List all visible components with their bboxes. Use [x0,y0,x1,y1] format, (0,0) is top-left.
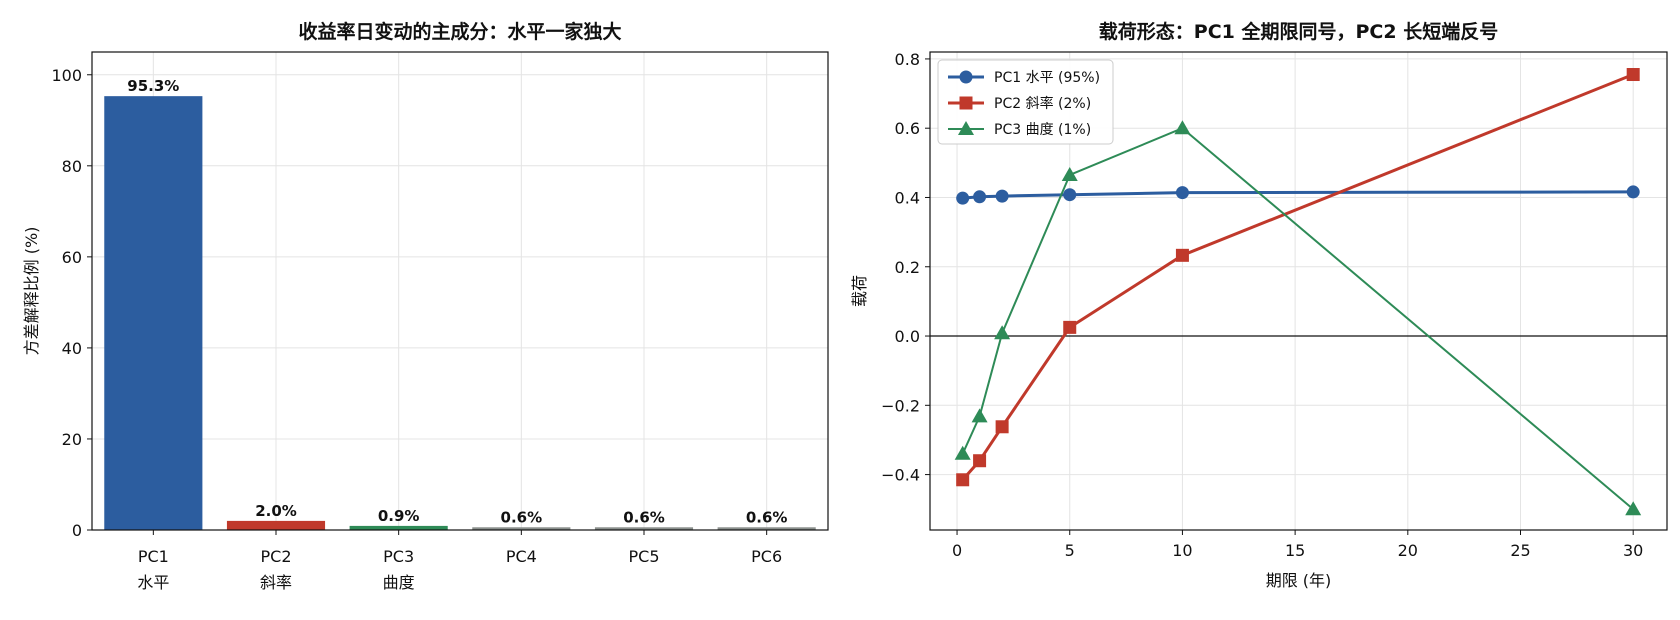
series-marker-pc3 [954,445,971,460]
bar-xtick-line: PC4 [506,547,537,566]
bar-plot-frame [91,51,829,531]
series-marker-pc3 [1061,166,1078,181]
bar-xtick-line: PC6 [751,547,782,566]
bar-xtick-line: PC2 [261,547,292,566]
series-marker-pc2 [1626,68,1640,82]
bar-5 [594,527,694,530]
series-marker-pc2 [973,454,987,468]
bar-xtick-label: PC2 斜率 [260,547,292,592]
line-xtick-label: 25 [1510,541,1530,560]
series-marker-pc1 [995,189,1009,203]
series-line-pc3 [961,127,1634,510]
bar-xtick-line: PC3 [383,547,414,566]
bar-xtick-line: 水平 [137,573,169,592]
line-plot-frame [929,51,1668,531]
line-ytick-label: 0.0 [895,327,920,346]
line-ytick-label: −0.2 [881,396,920,415]
line-ytick-label: 0.8 [895,50,920,69]
series-marker-pc2 [995,420,1009,434]
line-xtick-label: 20 [1398,541,1418,560]
bar-6 [717,527,816,530]
series-marker-pc1 [1063,188,1077,202]
bar-xtick-label: PC4 [506,547,537,566]
bar-xtick-label: PC6 [751,547,782,566]
series-marker-pc3 [994,325,1011,340]
line-xtick-label: 5 [1065,541,1075,560]
legend-swatch-marker [959,70,973,84]
line-xtick-label: 30 [1623,541,1643,560]
series-marker-pc3 [1174,120,1191,135]
bar-xtick-line: 斜率 [260,573,292,592]
line-xtick-label: 15 [1285,541,1305,560]
bar-ytick-label: 20 [62,430,82,449]
bar-ytick-label: 40 [62,339,82,358]
bar-xtick-label: PC3 曲度 [383,547,415,592]
bar-ytick-label: 80 [62,157,82,176]
bar-1 [104,96,203,531]
bar-xtick-label: PC1 水平 [137,547,169,592]
bar-xtick-line: PC1 [138,547,169,566]
line-ytick-label: 0.2 [895,258,920,277]
series-marker-pc3 [971,408,988,423]
series-marker-pc1 [1175,186,1189,200]
bar-xtick-label: PC5 [629,547,660,566]
line-chart-title: 载荷形态：PC1 全期限同号，PC2 长短端反号 [1099,20,1498,43]
series-marker-pc2 [956,473,970,487]
bar-ytick-label: 0 [72,521,82,540]
series-marker-pc1 [1626,185,1640,199]
line-y-axis-label: 载荷 [850,275,869,307]
bar-data-label: 2.0% [255,502,297,520]
series-marker-pc2 [1175,248,1189,262]
bar-xtick-line: PC5 [629,547,660,566]
series-marker-pc3 [1625,501,1642,516]
legend-swatch-marker [959,96,973,110]
legend-swatch-marker [958,121,974,135]
bar-data-label: 0.6% [746,508,788,526]
bar-4 [472,527,571,530]
legend-box [937,59,1114,145]
bar-ytick-label: 60 [62,248,82,267]
line-ytick-label: 0.6 [895,119,920,138]
line-xtick-label: 0 [952,541,962,560]
bar-y-axis-label: 方差解释比例 (%) [22,227,41,356]
bar-chart-title: 收益率日变动的主成分：水平一家独大 [298,20,621,43]
series-marker-pc2 [1063,320,1077,334]
bar-data-label: 0.9% [378,507,420,525]
bar-xtick-line: 曲度 [383,573,415,592]
legend-label: PC1 水平 (95%) [994,70,1100,86]
bar-3 [349,525,448,530]
bar-ytick-label: 100 [51,66,82,85]
line-ytick-label: 0.4 [895,188,920,207]
bar-data-label: 0.6% [501,508,543,526]
bar-data-label: 95.3% [127,77,179,95]
legend-label: PC2 斜率 (2%) [994,95,1091,112]
series-marker-pc1 [973,190,987,204]
bar-2 [226,520,326,530]
legend-label: PC3 曲度 (1%) [994,122,1091,138]
line-x-axis-label: 期限 (年) [1266,571,1332,590]
line-ytick-label: −0.4 [881,466,920,485]
line-xtick-label: 10 [1172,541,1192,560]
series-marker-pc1 [956,191,970,205]
bar-data-label: 0.6% [623,508,665,526]
